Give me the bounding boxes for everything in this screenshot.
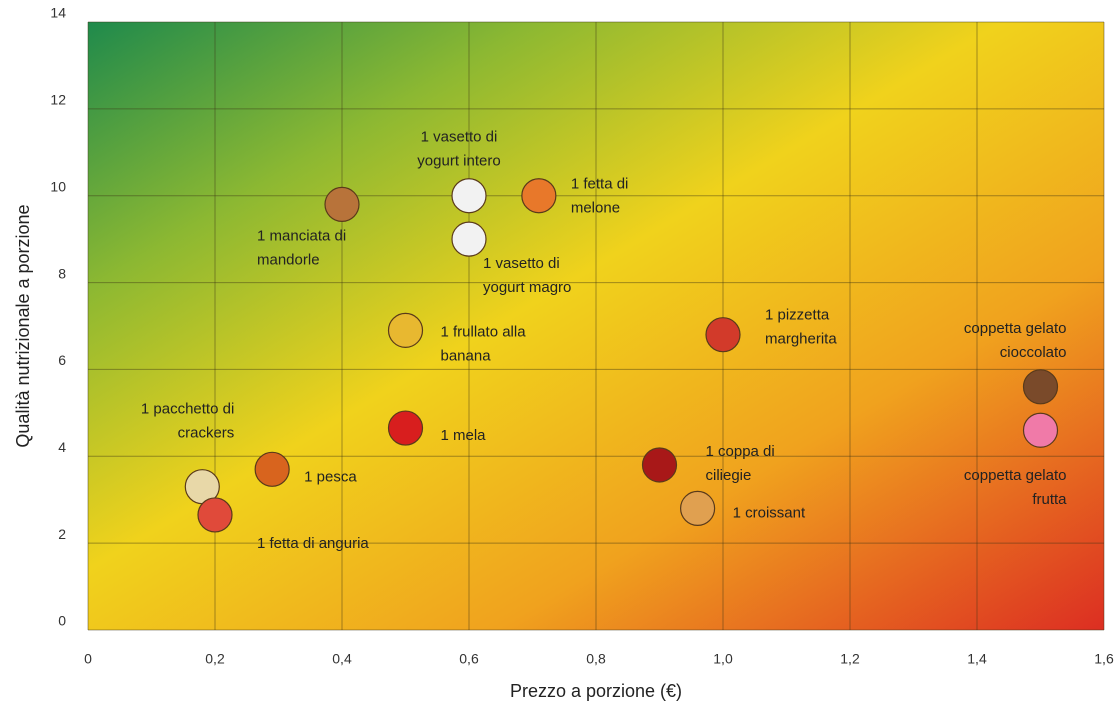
point-label: melone: [571, 200, 620, 217]
x-tick-label: 0: [84, 651, 92, 667]
point-label: 1 fetta di: [571, 176, 629, 193]
point-label: coppetta gelato: [964, 467, 1067, 484]
y-tick-label: 2: [58, 526, 66, 542]
x-axis-title: Prezzo a porzione (€): [510, 681, 682, 701]
point-label: frutta: [1032, 491, 1067, 508]
point-label: 1 pacchetto di: [141, 401, 234, 418]
x-tick-label: 1,2: [840, 651, 860, 667]
y-axis-title: Qualità nutrizionale a porzione: [13, 204, 33, 447]
point-label: crackers: [178, 425, 235, 442]
x-tick-label: 1,6: [1094, 651, 1114, 667]
point-label: margherita: [765, 331, 837, 348]
point: [705, 317, 741, 353]
x-tick-label: 0,4: [332, 651, 352, 667]
point-label: ciliegie: [706, 467, 752, 484]
point: [254, 451, 290, 487]
point-label: 1 fetta di anguria: [257, 535, 369, 552]
point: [451, 178, 487, 214]
y-tick-label: 10: [50, 178, 66, 194]
point-label: 1 frullato alla: [441, 323, 527, 340]
point-label: banana: [441, 347, 492, 364]
point: [641, 447, 678, 483]
x-tick-label: 1,4: [967, 651, 987, 667]
point-label: 1 vasetto di: [483, 255, 560, 272]
point-label: 1 coppa di: [706, 443, 775, 460]
x-tick-label: 0,6: [459, 651, 479, 667]
x-tick-label: 0,2: [205, 651, 225, 667]
point-label: coppetta gelato: [964, 320, 1067, 337]
point-label: 1 vasetto di: [421, 129, 498, 146]
x-tick-label: 0,8: [586, 651, 606, 667]
point-label: 1 pizzetta: [765, 307, 830, 324]
point-label: 1 manciata di: [257, 227, 346, 244]
y-tick-label: 8: [58, 265, 66, 281]
point-label: mandorle: [257, 251, 320, 268]
plot-background: [88, 22, 1104, 630]
point: [1022, 412, 1059, 448]
point: [387, 410, 424, 446]
point-label: yogurt intero: [417, 153, 500, 170]
y-tick-label: 6: [58, 352, 66, 368]
point: [1022, 369, 1059, 405]
point-label: 1 croissant: [733, 504, 806, 521]
point: [324, 186, 360, 222]
y-tick-label: 12: [50, 92, 66, 108]
point: [197, 497, 233, 533]
point: [679, 490, 716, 526]
point: [451, 221, 487, 257]
y-tick-label: 14: [50, 5, 66, 21]
y-tick-label: 4: [58, 439, 66, 455]
y-tick-label: 0: [58, 613, 66, 629]
point-label: 1 mela: [441, 427, 487, 444]
x-tick-label: 1,0: [713, 651, 733, 667]
point: [521, 178, 557, 214]
point-label: yogurt magro: [483, 279, 571, 296]
point-label: cioccolato: [1000, 344, 1067, 361]
point-label: 1 pesca: [304, 468, 357, 485]
point: [387, 312, 424, 348]
